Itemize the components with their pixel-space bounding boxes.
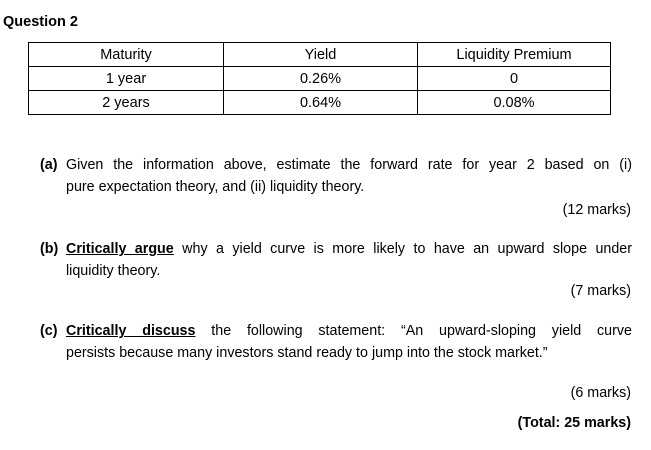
header-yield: Yield — [223, 42, 418, 67]
part-b-emphasis: Critically argue — [66, 241, 174, 257]
part-c-marks: (6 marks) — [570, 385, 631, 401]
part-a-line2: pure expectation theory, and (ii) liquid… — [66, 179, 365, 195]
part-c-line1: (c) Critically discuss the following stat… — [40, 320, 632, 342]
part-a: (a) Given the information above, estimate… — [40, 154, 632, 198]
header-liquidity-premium: Liquidity Premium — [417, 42, 611, 67]
table-cell: 0.64% — [223, 90, 418, 115]
table-header-row: Maturity Yield Liquidity Premium — [28, 42, 611, 67]
part-b-text: why a yield curve is more likely to have… — [173, 241, 633, 257]
question-title: Question 2 — [3, 14, 78, 30]
table-row: 2 years 0.64% 0.08% — [28, 90, 611, 115]
table-cell: 2 years — [28, 90, 224, 115]
part-c-text: the following statement: “An upward-slop… — [195, 323, 632, 339]
part-a-label: (a) — [40, 157, 58, 173]
part-b: (b) Critically argue why a yield curve is… — [40, 238, 632, 282]
table-cell: 0.08% — [417, 90, 611, 115]
part-c: (c) Critically discuss the following stat… — [40, 320, 632, 364]
table-cell: 0.26% — [223, 66, 418, 91]
part-a-text: Given the information above, estimate th… — [66, 157, 632, 173]
part-c-line2: persists because many investors stand re… — [66, 345, 548, 361]
rates-table: Maturity Yield Liquidity Premium 1 year … — [28, 42, 611, 115]
header-maturity: Maturity — [28, 42, 224, 67]
part-a-line1: (a) Given the information above, estimate… — [40, 154, 632, 176]
part-b-label: (b) — [40, 241, 59, 257]
part-b-line1: (b) Critically argue why a yield curve is… — [40, 238, 632, 260]
table-cell: 0 — [417, 66, 611, 91]
part-a-marks: (12 marks) — [562, 202, 631, 218]
part-b-marks: (7 marks) — [570, 283, 631, 299]
total-marks: (Total: 25 marks) — [517, 415, 631, 431]
part-b-line2: liquidity theory. — [66, 263, 161, 279]
part-c-emphasis: Critically discuss — [66, 323, 196, 339]
part-c-label: (c) — [40, 323, 58, 339]
table-cell: 1 year — [28, 66, 224, 91]
table-row: 1 year 0.26% 0 — [28, 66, 611, 91]
